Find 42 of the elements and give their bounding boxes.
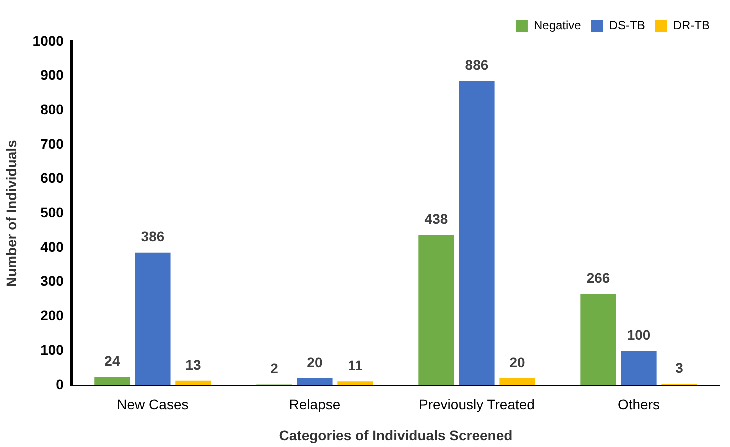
y-tick-label: 600: [40, 170, 64, 186]
bar: [135, 252, 171, 386]
bar: [94, 377, 130, 386]
x-tick-label: Others: [618, 396, 660, 413]
y-tick-label: 0: [56, 376, 64, 392]
legend-label: DR-TB: [673, 18, 710, 32]
bar: [500, 378, 536, 386]
y-tick-label: 300: [40, 273, 64, 290]
bar: [621, 351, 657, 386]
data-label: 886: [465, 57, 489, 74]
x-tick-label: Relapse: [289, 396, 341, 413]
x-tick-label: Previously Treated: [419, 396, 535, 413]
bar: [580, 294, 616, 386]
y-axis-title: Number of Individuals: [3, 140, 20, 288]
y-tick-label: 900: [40, 67, 64, 84]
data-label: 386: [141, 228, 165, 245]
bar: [418, 234, 454, 386]
data-label: 100: [627, 326, 651, 343]
x-axis-title: Categories of Individuals Screened: [279, 427, 513, 444]
bar: [338, 382, 374, 386]
data-label: 24: [104, 353, 120, 370]
data-label: 266: [586, 270, 610, 286]
y-tick-label: 700: [40, 136, 64, 152]
y-tick-label: 500: [40, 204, 64, 221]
data-label: 11: [348, 357, 364, 374]
data-label: 20: [307, 354, 323, 370]
y-tick-label: 400: [40, 238, 64, 255]
bar: [297, 378, 333, 386]
legend-label: Negative: [534, 18, 582, 32]
bar: [459, 81, 495, 386]
y-tick-label: 200: [40, 308, 64, 324]
data-label: 438: [424, 210, 448, 227]
legend-label: DS-TB: [609, 18, 646, 32]
data-label: 13: [186, 356, 202, 373]
y-tick-label: 100: [40, 342, 64, 358]
data-label: 2: [270, 360, 279, 377]
y-tick-label: 800: [40, 102, 64, 118]
bar: [176, 380, 212, 386]
data-label: 3: [676, 360, 684, 376]
x-tick-label: New Cases: [117, 396, 189, 413]
data-label: 20: [510, 354, 526, 370]
y-tick-label: 1000: [32, 32, 64, 49]
